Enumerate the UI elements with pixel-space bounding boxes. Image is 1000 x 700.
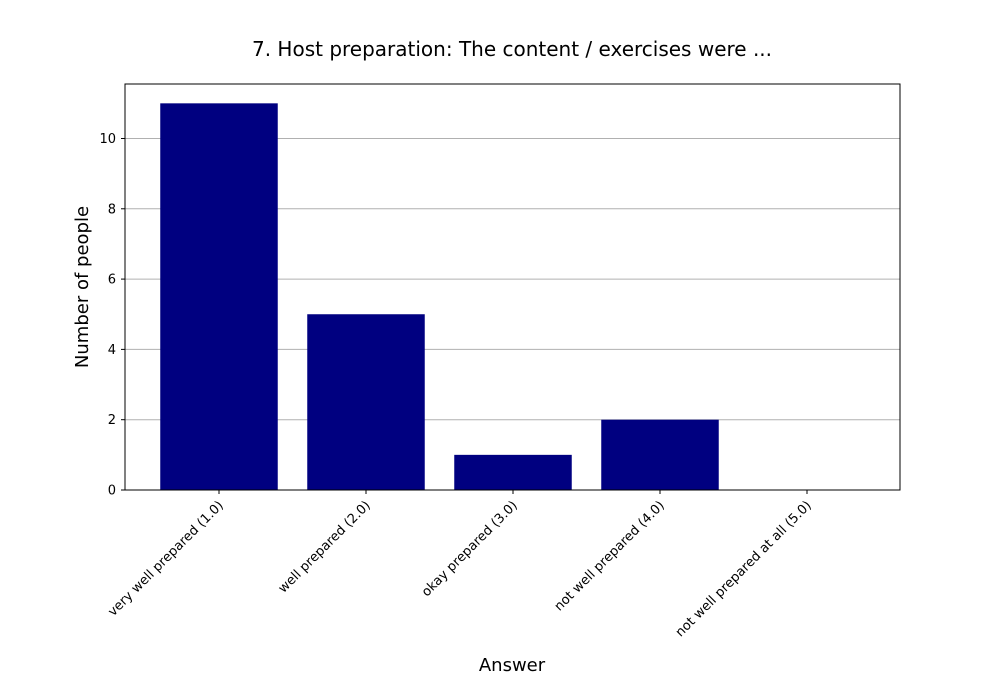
x-axis: very well prepared (1.0) well prepared (2… xyxy=(105,490,815,640)
y-tick-label: 0 xyxy=(108,484,116,499)
y-axis-label: Number of people xyxy=(72,206,93,368)
x-tick-label: not well prepared at all (5.0) xyxy=(673,498,815,640)
bar xyxy=(454,454,572,490)
y-tick-label: 10 xyxy=(99,132,116,147)
x-tick-label: not well prepared (4.0) xyxy=(552,498,668,614)
y-axis: 0 2 4 6 8 10 xyxy=(99,132,125,499)
x-tick-label: well prepared (2.0) xyxy=(276,498,374,596)
bar xyxy=(307,314,425,490)
chart-title: 7. Host preparation: The content / exerc… xyxy=(252,37,772,61)
bar xyxy=(160,103,278,490)
y-tick-label: 6 xyxy=(108,273,116,288)
y-tick-label: 2 xyxy=(108,413,116,428)
y-tick-label: 8 xyxy=(108,202,116,217)
x-tick-label: very well prepared (1.0) xyxy=(105,498,226,619)
x-axis-label: Answer xyxy=(479,655,546,676)
bars xyxy=(160,103,719,490)
bar xyxy=(601,419,719,490)
x-tick-label: okay prepared (3.0) xyxy=(419,498,521,600)
y-tick-label: 4 xyxy=(108,343,116,358)
